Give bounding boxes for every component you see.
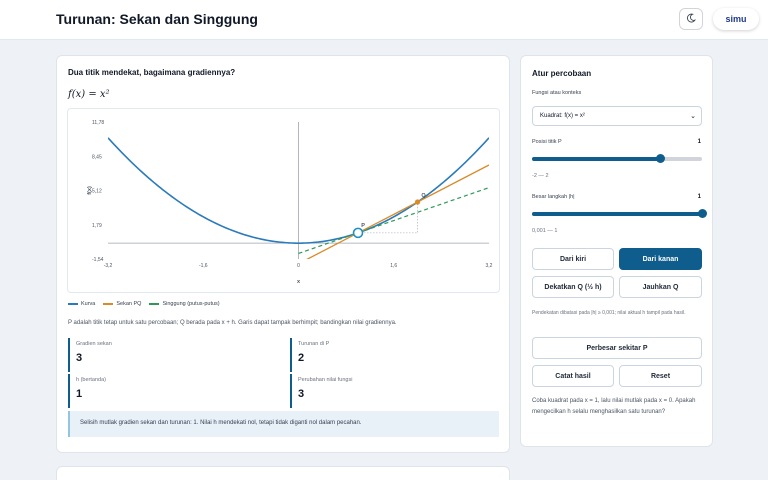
p-slider-value: 1 — [697, 139, 701, 145]
stat-derivative: Turunan di P 2 — [290, 338, 496, 372]
logo-text: simu — [725, 14, 747, 24]
y-tick-label: 1,79 — [92, 223, 102, 229]
move-q-farther-button[interactable]: Jauhkan Q — [619, 276, 702, 298]
zoom-around-p-button[interactable]: Perbesar sekitar P — [532, 337, 702, 359]
top-bar: Turunan: Sekan dan Singgung simu — [0, 0, 768, 40]
x-tick-label: -3,2 — [104, 263, 113, 269]
record-result-button[interactable]: Catat hasil — [532, 365, 614, 387]
result-note: Selisih mutlak gradien sekan dan turunan… — [68, 411, 499, 437]
experiment-panel: Dua titik mendekat, bagaimana gradiennya… — [56, 55, 510, 453]
h-slider-value: 1 — [697, 194, 701, 200]
stat-label: Perubahan nilai fungsi — [298, 377, 353, 383]
stat-label: Turunan di P — [298, 341, 330, 347]
chart-svg[interactable]: -3,2 -1,6 0 1,6 3,2 11,78 8,45 5,12 1,79 -1,54 x f(… — [68, 109, 501, 294]
p-slider-range: -2 — 2 — [532, 173, 549, 179]
legend-label: Kurva — [81, 301, 96, 307]
x-tick-label: -1,6 — [199, 263, 208, 269]
reset-button[interactable]: Reset — [619, 365, 702, 387]
page-title: Turunan: Sekan dan Singgung — [56, 11, 258, 27]
experiment-hint: Coba kuadrat pada x = 1, lalu nilai mutl… — [532, 398, 696, 415]
legend-item-curve: Kurva — [68, 301, 95, 307]
approximation-note: Pendekatan dibatasi pada |h| ≥ 0,001; ni… — [532, 310, 686, 316]
x-tick-label: 3,2 — [486, 263, 493, 269]
secondary-panel — [56, 466, 510, 480]
legend-label: Sekan PQ — [116, 301, 142, 307]
series-tangent — [298, 187, 489, 255]
x-axis-label: x — [297, 279, 301, 285]
chart-legend: Kurva Sekan PQ Singgung (putus-putus) — [68, 301, 220, 307]
settings-panel: Atur percobaan Fungsi atau konteks Kuadr… — [520, 55, 713, 447]
point-p — [352, 227, 364, 239]
y-tick-label: 5,12 — [92, 189, 102, 195]
chevron-down-icon: ⌄ — [690, 113, 696, 120]
theme-toggle-button[interactable] — [679, 8, 703, 30]
plot-area[interactable]: -3,2 -1,6 0 1,6 3,2 11,78 8,45 5,12 1,79 -1,54 x f(… — [67, 108, 500, 293]
function-formula: f(x) = x² — [68, 89, 110, 100]
function-select-label: Fungsi atau konteks — [532, 90, 582, 96]
slider-fill — [532, 157, 660, 161]
stat-label: h (bertanda) — [76, 377, 106, 383]
stat-value: 3 — [298, 388, 305, 400]
question-title: Dua titik mendekat, bagaimana gradiennya… — [68, 68, 236, 77]
legend-item-secant: Sekan PQ — [103, 301, 141, 307]
x-tick-label: 0 — [297, 263, 300, 269]
moon-icon — [686, 10, 696, 28]
from-right-button[interactable]: Dari kanan — [619, 248, 702, 270]
series-curve — [108, 137, 489, 244]
p-slider-label: Posisi titik P — [532, 139, 562, 145]
y-tick-label: 11,78 — [92, 120, 104, 126]
slider-thumb[interactable] — [698, 209, 707, 218]
y-tick-label: 8,45 — [92, 154, 102, 160]
stat-function-change: Perubahan nilai fungsi 3 — [290, 374, 496, 408]
stat-value: 3 — [76, 352, 83, 364]
legend-swatch — [103, 303, 114, 305]
slider-thumb[interactable] — [655, 154, 665, 163]
stat-label: Gradien sekan — [76, 341, 112, 347]
stat-value: 2 — [298, 352, 305, 364]
h-slider-range: 0,001 — 1 — [532, 228, 558, 234]
x-tick-label: 1,6 — [390, 263, 397, 269]
move-q-closer-button[interactable]: Dekatkan Q (½ h) — [532, 276, 614, 298]
legend-item-tangent: Singgung (putus-putus) — [149, 301, 220, 307]
p-position-slider[interactable] — [532, 154, 702, 164]
logo[interactable]: simu — [713, 8, 759, 30]
point-p-label: P — [361, 223, 365, 229]
slider-fill — [532, 212, 702, 216]
y-tick-label: -1,54 — [92, 257, 104, 263]
settings-title: Atur percobaan — [532, 69, 592, 78]
description-text: P adalah titik tetap untuk satu percobaa… — [68, 320, 397, 326]
series-secant — [306, 164, 489, 259]
stat-value: 1 — [76, 388, 83, 400]
point-q-label: Q — [421, 193, 426, 199]
h-slider-label: Besar langkah |h| — [532, 194, 575, 200]
legend-swatch — [149, 303, 160, 305]
y-axis-label: f(x) — [87, 186, 93, 195]
function-select[interactable]: Kuadrat: f(x) = x² ⌄ — [532, 106, 702, 126]
function-select-value: Kuadrat: f(x) = x² — [540, 113, 585, 119]
stat-secant-gradient: Gradien sekan 3 — [68, 338, 274, 372]
h-step-slider[interactable] — [532, 209, 707, 219]
legend-swatch — [68, 303, 78, 305]
from-left-button[interactable]: Dari kiri — [532, 248, 614, 270]
point-q — [414, 199, 421, 205]
stat-h-signed: h (bertanda) 1 — [68, 374, 274, 408]
legend-label: Singgung (putus-putus) — [162, 301, 220, 307]
